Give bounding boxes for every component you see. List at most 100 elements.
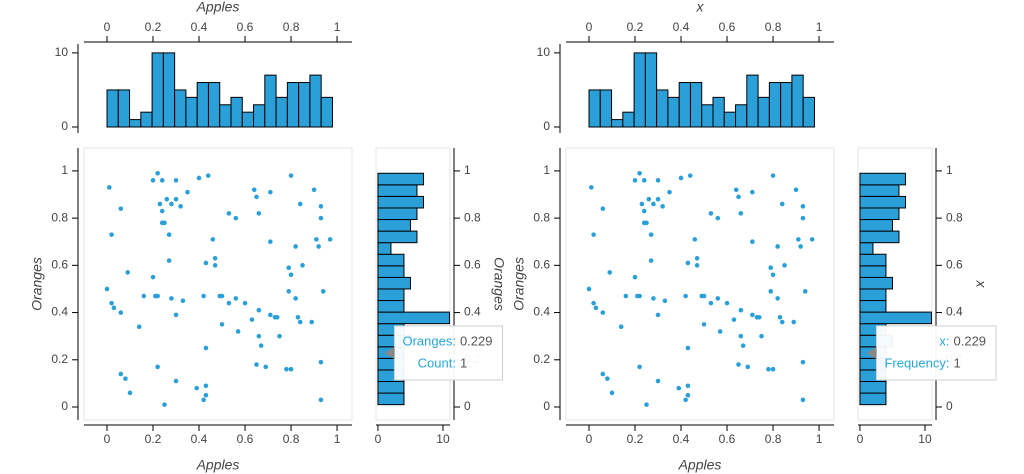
y-tick-label: 0.8 xyxy=(51,210,68,224)
scatter-point xyxy=(295,314,301,320)
scatter-point xyxy=(258,343,264,348)
histogram-bar xyxy=(196,82,209,128)
scatter-point xyxy=(293,296,298,301)
scatter-point xyxy=(736,194,741,200)
x-tick-label: 0.2 xyxy=(145,432,162,446)
top-histogram-title: x xyxy=(696,0,705,15)
histogram-bar xyxy=(377,311,450,325)
scatter-point xyxy=(738,211,744,216)
panel: 0 0.2 0.4 0.6 0.8 100.20.40.60.81ApplesOrange… xyxy=(511,0,997,473)
x-tick-label: 10 xyxy=(436,432,450,446)
x-tick-label: 0.8 xyxy=(765,432,782,446)
scatter-point xyxy=(219,293,225,299)
scatter-point xyxy=(591,300,596,306)
scatter-point xyxy=(235,329,241,334)
histogram-bar xyxy=(230,96,243,128)
histogram-bar xyxy=(377,253,405,267)
scatter-point xyxy=(268,189,273,195)
scatter-point xyxy=(800,215,806,221)
y-tick-label: 0.2 xyxy=(51,352,68,366)
x-tick-label: 0.6 xyxy=(237,432,254,446)
scatter-point xyxy=(685,392,691,398)
x-tick-label: 0.4 xyxy=(191,432,208,446)
scatter-point xyxy=(733,187,739,193)
histogram-bar xyxy=(780,82,793,128)
histogram-bar xyxy=(151,52,164,128)
scatter-point xyxy=(740,343,746,348)
scatter-point xyxy=(609,390,615,396)
scatter-point xyxy=(770,366,776,372)
scatter-point xyxy=(150,274,156,280)
scatter-point xyxy=(770,272,776,278)
scatter-point xyxy=(641,178,647,183)
histogram-bar xyxy=(667,96,680,128)
x-tick-label: 0.8 xyxy=(283,432,300,446)
scatter-point xyxy=(600,206,606,211)
y-tick-label: 0.6 xyxy=(51,258,68,272)
scatter-point xyxy=(254,362,259,367)
scatter-point xyxy=(185,189,190,195)
histogram-bar xyxy=(757,96,770,128)
scatter-point xyxy=(203,345,209,351)
tooltip-value: 0.229 xyxy=(954,333,987,348)
scatter-point xyxy=(274,314,280,320)
scatter-point xyxy=(644,402,649,407)
histogram-bar xyxy=(723,111,737,128)
tooltip-box xyxy=(875,325,997,381)
scatter-point xyxy=(685,345,691,351)
y-tick-label: 0.6 xyxy=(946,258,963,272)
scatter-point xyxy=(297,319,303,325)
histogram-bar xyxy=(735,104,748,128)
scatter-point xyxy=(632,274,638,280)
scatter-point xyxy=(646,196,652,202)
tooltip-value: 1 xyxy=(460,355,467,370)
scatter-point xyxy=(683,397,688,403)
histogram-bar xyxy=(611,119,624,128)
x-tick-label: 0.2 xyxy=(627,20,644,34)
histogram-bar xyxy=(588,89,601,128)
scatter-point xyxy=(318,204,324,209)
scatter-point xyxy=(655,178,661,183)
histogram-bar xyxy=(859,230,900,244)
top-histogram-title: Apples xyxy=(196,0,240,15)
y-tick-label: 10 xyxy=(55,45,69,59)
scatter-point xyxy=(655,378,661,384)
scatter-point xyxy=(750,239,755,245)
y-tick-label: 1 xyxy=(464,163,471,177)
scatter-point xyxy=(593,305,599,311)
histogram-bar xyxy=(678,82,691,128)
scatter-point xyxy=(766,366,771,372)
scatter-point xyxy=(203,392,209,398)
scatter-point xyxy=(779,201,785,207)
histogram-bar xyxy=(859,242,874,255)
x-tick-label: 0 xyxy=(857,432,864,446)
histogram-bar xyxy=(264,74,277,128)
scatter-point xyxy=(605,376,610,381)
plot-frame xyxy=(565,147,835,421)
scatter-point xyxy=(164,196,170,202)
scatter-point xyxy=(173,196,179,202)
scatter-point xyxy=(210,237,216,242)
histogram-bar xyxy=(859,172,906,186)
scatter-point xyxy=(203,260,209,266)
histogram-bar xyxy=(129,119,142,128)
scatter-point xyxy=(777,314,783,320)
scatter-point xyxy=(288,173,294,178)
scatter-point xyxy=(779,319,785,325)
y-tick-label: 0.4 xyxy=(533,305,550,319)
histogram-bar xyxy=(689,82,703,128)
scatter-point xyxy=(318,215,324,221)
histogram-bar xyxy=(207,82,221,128)
histogram-bar xyxy=(859,276,893,290)
scatter-point xyxy=(316,244,321,249)
scatter-point xyxy=(637,170,642,176)
scatter-point xyxy=(286,265,292,271)
histogram-bar xyxy=(241,111,255,128)
scatter-point xyxy=(318,397,324,403)
histogram-bar xyxy=(377,265,405,278)
scatter-point xyxy=(256,211,262,216)
histogram-bar xyxy=(746,74,759,128)
scatter-point xyxy=(327,237,333,242)
scatter-point xyxy=(320,289,326,294)
right-histogram-title: x xyxy=(973,280,989,289)
